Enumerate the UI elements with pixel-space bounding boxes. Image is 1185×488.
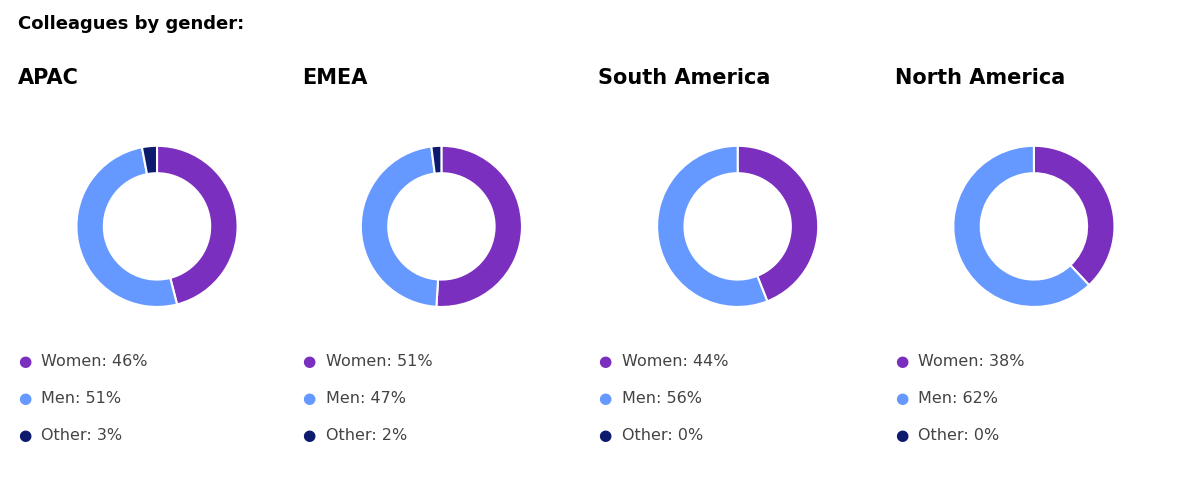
Text: Other: 0%: Other: 0% xyxy=(622,427,704,442)
Text: North America: North America xyxy=(895,68,1065,88)
Text: ●: ● xyxy=(598,427,611,442)
Text: ●: ● xyxy=(895,390,908,405)
Wedge shape xyxy=(156,146,237,305)
Text: ●: ● xyxy=(598,354,611,368)
Wedge shape xyxy=(77,148,177,307)
Wedge shape xyxy=(431,146,442,174)
Wedge shape xyxy=(954,146,1089,307)
Wedge shape xyxy=(436,146,521,307)
Text: EMEA: EMEA xyxy=(302,68,367,88)
Text: Women: 51%: Women: 51% xyxy=(326,354,433,368)
Text: Other: 3%: Other: 3% xyxy=(41,427,122,442)
Wedge shape xyxy=(658,146,768,307)
Text: Women: 38%: Women: 38% xyxy=(918,354,1025,368)
Text: ●: ● xyxy=(302,427,315,442)
Text: ●: ● xyxy=(18,427,31,442)
Text: Colleagues by gender:: Colleagues by gender: xyxy=(18,15,244,33)
Text: South America: South America xyxy=(598,68,770,88)
Text: Other: 2%: Other: 2% xyxy=(326,427,408,442)
Wedge shape xyxy=(1033,146,1114,285)
Wedge shape xyxy=(737,146,818,302)
Text: Men: 47%: Men: 47% xyxy=(326,390,406,405)
Wedge shape xyxy=(142,146,158,175)
Text: Men: 62%: Men: 62% xyxy=(918,390,999,405)
Text: ●: ● xyxy=(18,354,31,368)
Text: ●: ● xyxy=(302,354,315,368)
Text: APAC: APAC xyxy=(18,68,78,88)
Text: Other: 0%: Other: 0% xyxy=(918,427,1000,442)
Text: ●: ● xyxy=(302,390,315,405)
Text: Women: 46%: Women: 46% xyxy=(41,354,148,368)
Text: ●: ● xyxy=(18,390,31,405)
Text: ●: ● xyxy=(895,354,908,368)
Text: ●: ● xyxy=(895,427,908,442)
Text: Men: 51%: Men: 51% xyxy=(41,390,122,405)
Text: Men: 56%: Men: 56% xyxy=(622,390,703,405)
Text: Women: 44%: Women: 44% xyxy=(622,354,729,368)
Wedge shape xyxy=(361,147,438,307)
Text: ●: ● xyxy=(598,390,611,405)
